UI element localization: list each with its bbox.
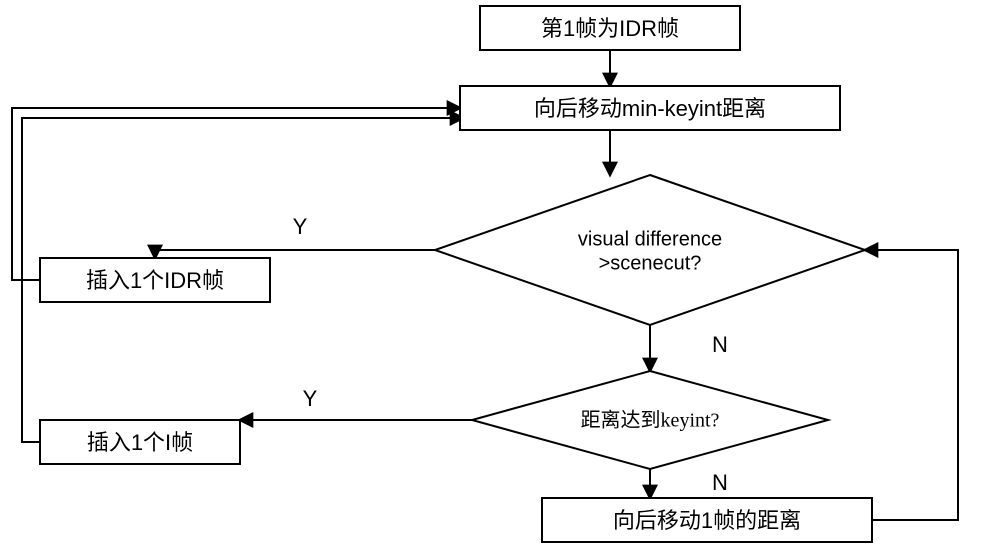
node-d1-line-0: visual difference (578, 228, 722, 250)
label-y-1: Y (293, 214, 308, 239)
label-n-2: N (712, 470, 728, 495)
label-n-1: N (712, 332, 728, 357)
node-d1-line-1: >scenecut? (599, 252, 702, 274)
node-ins_i-label: 插入1个I帧 (87, 430, 193, 455)
label-y-2: Y (303, 386, 318, 411)
node-move_min-label: 向后移动min-keyint距离 (534, 96, 766, 121)
node-ins_idr-label: 插入1个IDR帧 (86, 268, 224, 293)
node-d2-line-0: 距离达到keyint? (581, 409, 720, 432)
edge (12, 108, 460, 280)
edge (865, 250, 958, 520)
edge (155, 250, 435, 258)
node-start-label: 第1帧为IDR帧 (541, 16, 679, 41)
node-move1-label: 向后移动1帧的距离 (613, 508, 801, 533)
